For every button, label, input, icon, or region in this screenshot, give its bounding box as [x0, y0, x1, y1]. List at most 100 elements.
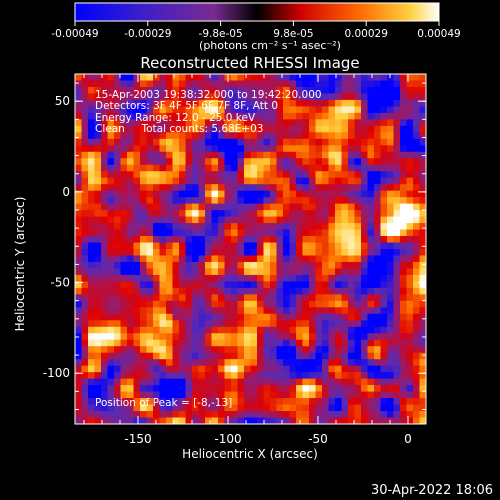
heatmap-pixel: [211, 197, 219, 205]
heatmap-pixel: [413, 411, 421, 419]
heatmap-pixel: [400, 125, 408, 133]
heatmap-pixel: [127, 119, 135, 127]
heatmap-pixel: [172, 300, 180, 308]
heatmap-pixel: [101, 378, 109, 386]
heatmap-pixel: [250, 313, 258, 321]
heatmap-pixel: [159, 145, 167, 153]
heatmap-pixel: [387, 99, 395, 108]
heatmap-pixel: [120, 203, 128, 211]
heatmap-pixel: [81, 268, 89, 276]
heatmap-pixel: [81, 359, 89, 367]
heatmap-pixel: [335, 333, 343, 341]
heatmap-pixel: [185, 99, 193, 108]
heatmap-pixel: [348, 164, 356, 172]
heatmap-pixel: [387, 145, 395, 153]
heatmap-pixel: [250, 359, 258, 367]
heatmap-pixel: [413, 378, 421, 386]
heatmap-pixel: [224, 145, 232, 153]
heatmap-pixel: [153, 210, 161, 218]
heatmap-pixel: [413, 223, 421, 231]
heatmap-pixel: [198, 145, 206, 153]
heatmap-pixel: [153, 255, 161, 263]
heatmap-pixel: [244, 326, 252, 334]
heatmap-pixel: [101, 190, 109, 198]
heatmap-pixel: [94, 333, 102, 341]
heatmap-pixel: [237, 86, 245, 95]
heatmap-pixel: [309, 411, 317, 419]
heatmap-pixel: [257, 378, 265, 386]
heatmap-pixel: [244, 300, 252, 308]
heatmap-pixel: [270, 372, 278, 380]
heatmap-pixel: [322, 216, 330, 224]
heatmap-pixel: [419, 229, 426, 237]
heatmap-pixel: [127, 365, 135, 373]
heatmap-pixel: [335, 158, 343, 166]
heatmap-pixel: [250, 164, 258, 172]
heatmap-pixel: [231, 184, 239, 192]
heatmap-pixel: [244, 151, 252, 159]
heatmap-pixel: [101, 132, 109, 140]
heatmap-pixel: [224, 287, 232, 295]
heatmap-pixel: [374, 404, 382, 412]
heatmap-pixel: [179, 242, 187, 250]
heatmap-pixel: [153, 359, 161, 367]
heatmap-pixel: [185, 249, 193, 257]
heatmap-pixel: [335, 404, 343, 412]
heatmap-pixel: [198, 326, 206, 334]
heatmap-pixel: [283, 210, 291, 218]
heatmap-pixel: [315, 132, 323, 140]
heatmap-pixel: [387, 352, 395, 360]
heatmap-pixel: [289, 236, 297, 244]
heatmap-pixel: [185, 320, 193, 328]
heatmap-pixel: [328, 210, 336, 218]
heatmap-pixel: [133, 249, 141, 257]
heatmap-pixel: [289, 339, 297, 347]
heatmap-pixel: [250, 372, 258, 380]
heatmap-pixel: [179, 307, 187, 315]
heatmap-pixel: [107, 236, 115, 244]
heatmap-pixel: [198, 158, 206, 166]
heatmap-pixel: [406, 119, 414, 127]
heatmap-pixel: [114, 119, 122, 127]
heatmap-pixel: [81, 80, 89, 88]
heatmap-pixel: [237, 242, 245, 250]
heatmap-pixel: [231, 158, 239, 166]
heatmap-pixel: [289, 242, 297, 250]
heatmap-pixel: [361, 177, 369, 185]
heatmap-pixel: [328, 151, 336, 159]
heatmap-pixel: [101, 281, 109, 289]
heatmap-pixel: [296, 223, 304, 231]
heatmap-pixel: [354, 294, 362, 302]
heatmap-pixel: [172, 229, 180, 237]
heatmap-pixel: [413, 106, 421, 114]
heatmap-pixel: [322, 236, 330, 244]
heatmap-pixel: [211, 365, 219, 373]
heatmap-pixel: [114, 203, 122, 211]
heatmap-pixel: [354, 177, 362, 185]
heatmap-pixel: [231, 268, 239, 276]
heatmap-pixel: [120, 184, 128, 192]
heatmap-pixel: [244, 242, 252, 250]
heatmap-pixel: [140, 145, 148, 153]
heatmap-pixel: [205, 177, 213, 185]
heatmap-pixel: [114, 339, 122, 347]
heatmap-pixel: [400, 346, 408, 354]
heatmap-pixel: [283, 197, 291, 205]
heatmap-pixel: [283, 184, 291, 192]
heatmap-pixel: [367, 365, 375, 373]
heatmap-pixel: [88, 203, 96, 211]
heatmap-pixel: [335, 184, 343, 192]
heatmap-pixel: [328, 326, 336, 334]
heatmap-pixel: [374, 125, 382, 133]
heatmap-pixel: [289, 326, 297, 334]
heatmap-pixel: [302, 385, 310, 393]
heatmap-pixel: [289, 287, 297, 295]
heatmap-pixel: [127, 80, 135, 88]
heatmap-pixel: [283, 177, 291, 185]
heatmap-pixel: [94, 216, 102, 224]
heatmap-pixel: [192, 190, 200, 198]
heatmap-pixel: [413, 352, 421, 360]
heatmap-pixel: [153, 125, 161, 133]
heatmap-pixel: [283, 398, 291, 406]
heatmap-pixel: [283, 158, 291, 166]
